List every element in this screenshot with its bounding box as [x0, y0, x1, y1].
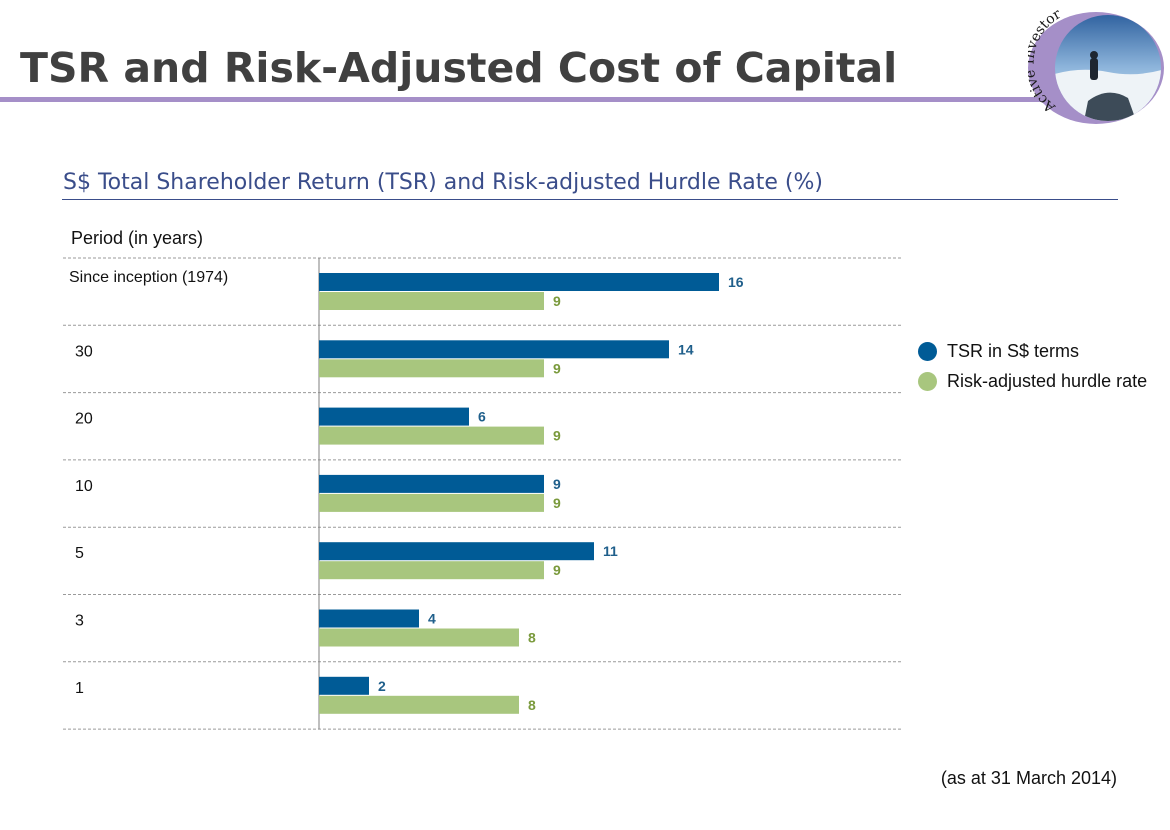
- bar-tsr: [319, 609, 419, 628]
- footnote: (as at 31 March 2014): [940, 768, 1117, 788]
- data-label-hurdle: 9: [553, 360, 561, 376]
- data-label-tsr: 2: [378, 678, 386, 694]
- category-label: 3: [75, 613, 84, 630]
- data-label-hurdle: 9: [553, 495, 561, 511]
- data-label-tsr: 11: [603, 543, 618, 559]
- title-rule: [0, 97, 1050, 102]
- category-label: 20: [75, 411, 93, 428]
- data-label-hurdle: 8: [528, 697, 536, 713]
- data-label-hurdle: 8: [528, 630, 536, 646]
- data-label-tsr: 14: [678, 341, 694, 357]
- category-label: Since inception (1974): [69, 269, 228, 286]
- data-label-hurdle: 9: [553, 562, 561, 578]
- legend-label-hurdle: Risk-adjusted hurdle rate: [947, 370, 1148, 391]
- category-label: 5: [75, 545, 84, 562]
- data-label-hurdle: 9: [553, 428, 561, 444]
- legend: TSR in S$ terms Risk-adjusted hurdle rat…: [918, 336, 1147, 396]
- bar-hurdle: [319, 426, 544, 445]
- bar-hurdle: [319, 628, 519, 647]
- legend-label-tsr: TSR in S$ terms: [947, 340, 1080, 361]
- bar-hurdle: [319, 695, 519, 714]
- data-label-tsr: 6: [478, 409, 486, 425]
- data-label-tsr: 4: [428, 611, 436, 627]
- bar-tsr: [319, 340, 669, 359]
- legend-item-hurdle: Risk-adjusted hurdle rate: [918, 366, 1147, 396]
- legend-swatch-hurdle: [918, 371, 937, 391]
- bar-hurdle: [319, 292, 544, 310]
- legend-swatch-tsr: [918, 341, 937, 361]
- bar-tsr: [319, 273, 719, 291]
- data-label-hurdle: 9: [553, 293, 561, 309]
- bar-hurdle: [319, 561, 544, 580]
- data-label-tsr: 16: [728, 274, 744, 290]
- bar-tsr: [319, 676, 369, 695]
- category-label: 30: [75, 343, 93, 360]
- bar-hurdle: [319, 493, 544, 512]
- subtitle-rule: [62, 199, 1118, 200]
- bar-tsr: [319, 542, 594, 561]
- data-label-tsr: 9: [553, 476, 561, 492]
- legend-item-tsr: TSR in S$ terms: [918, 336, 1147, 366]
- bar-tsr: [319, 407, 469, 426]
- page-title: TSR and Risk-Adjusted Cost of Capital: [20, 44, 898, 92]
- category-label: 10: [75, 478, 93, 495]
- category-label: 1: [75, 680, 84, 697]
- bar-tsr: [319, 474, 544, 493]
- category-axis-header: Period (in years): [71, 228, 203, 248]
- active-investor-logo: Active Investor: [1028, 6, 1164, 124]
- chart-title: S$ Total Shareholder Return (TSR) and Ri…: [63, 170, 823, 195]
- bar-hurdle: [319, 359, 544, 378]
